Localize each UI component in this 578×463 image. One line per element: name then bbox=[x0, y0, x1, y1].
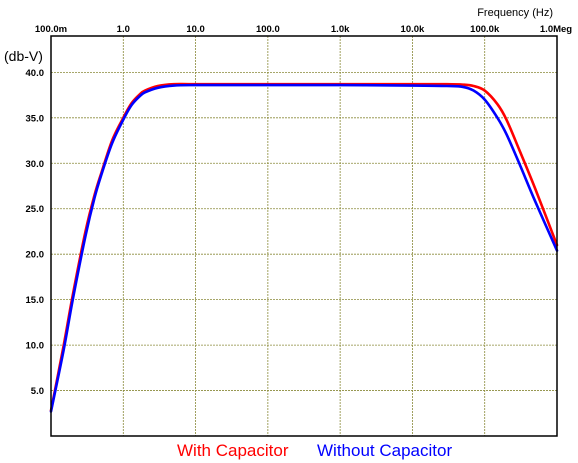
y-tick-label: 40.0 bbox=[26, 68, 45, 79]
x-tick-label: 1.0k bbox=[331, 24, 350, 35]
y-tick-label: 35.0 bbox=[26, 113, 45, 124]
series-line-without-capacitor bbox=[49, 83, 559, 413]
y-tick-label: 5.0 bbox=[31, 386, 44, 397]
x-tick-label: 100.0m bbox=[35, 24, 67, 35]
x-tick-label: 100.0k bbox=[470, 24, 500, 35]
x-tick-label: 1.0Meg bbox=[540, 24, 572, 35]
x-tick-label: 10.0 bbox=[186, 24, 205, 35]
legend-entry-with-capacitor: With Capacitor bbox=[177, 441, 289, 460]
y-axis-label: (db-V) bbox=[4, 48, 43, 64]
y-tick-label: 15.0 bbox=[26, 295, 45, 306]
x-axis-label: Frequency (Hz) bbox=[477, 7, 553, 19]
y-tick-label: 10.0 bbox=[26, 341, 45, 352]
y-tick-labels: 5.0 10.0 15.0 20.0 25.0 30.0 35.0 40.0 bbox=[26, 68, 45, 397]
plot-frame bbox=[50, 35, 558, 437]
plot-background bbox=[51, 36, 557, 436]
x-tick-label: 1.0 bbox=[117, 24, 130, 35]
y-tick-label: 25.0 bbox=[26, 204, 45, 215]
x-tick-labels: 100.0m 1.0 10.0 100.0 1.0k 10.0k 100.0k 1.0Meg bbox=[35, 24, 572, 35]
series-lines bbox=[49, 82, 559, 413]
legend-entry-without-capacitor: Without Capacitor bbox=[317, 441, 452, 460]
y-tick-label: 30.0 bbox=[26, 159, 45, 170]
y-tick-label: 20.0 bbox=[26, 250, 45, 261]
x-tick-label: 10.0k bbox=[401, 24, 425, 35]
x-tick-label: 100.0 bbox=[256, 24, 280, 35]
